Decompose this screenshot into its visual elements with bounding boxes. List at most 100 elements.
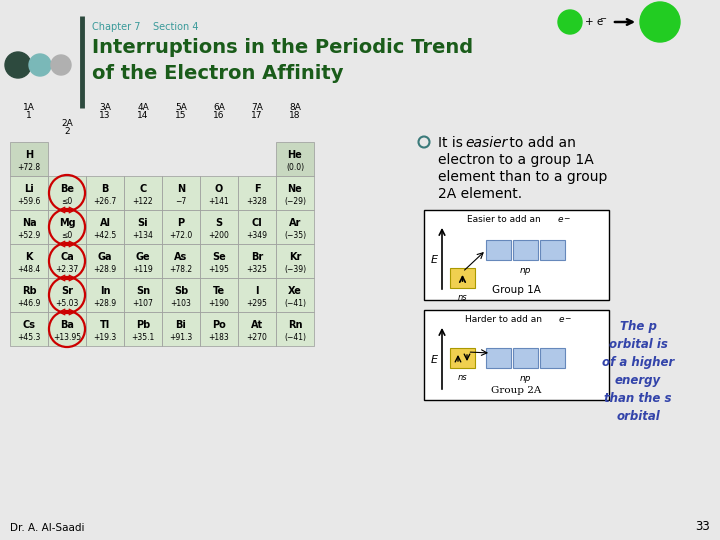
Text: +28.9: +28.9 [94, 265, 117, 274]
Bar [238, 312, 276, 346]
Text: Be: Be [60, 184, 74, 194]
Text: F: F [253, 184, 261, 194]
Text: Sr: Sr [61, 286, 73, 296]
Bar [424, 310, 609, 400]
Text: + e: + e [585, 17, 603, 27]
Bar [238, 210, 276, 244]
Bar [124, 176, 162, 210]
Text: Ba: Ba [60, 320, 74, 330]
Text: Ca: Ca [60, 252, 74, 262]
Text: +26.7: +26.7 [94, 197, 117, 206]
Text: Sb: Sb [174, 286, 188, 296]
Text: 15: 15 [175, 111, 186, 120]
Text: 3A: 3A [99, 103, 111, 112]
Text: Rn: Rn [288, 320, 302, 330]
Circle shape [29, 54, 51, 76]
Text: 2A element.: 2A element. [438, 187, 522, 201]
Bar [10, 244, 48, 278]
Text: Ge: Ge [135, 252, 150, 262]
Text: +270: +270 [246, 333, 267, 342]
Text: C: C [140, 184, 147, 194]
Text: +190: +190 [209, 299, 230, 308]
Text: Dr. A. Al-Saadi: Dr. A. Al-Saadi [10, 523, 84, 533]
Text: +35.1: +35.1 [131, 333, 155, 342]
Text: Sn: Sn [136, 286, 150, 296]
Bar [276, 244, 314, 278]
Text: +46.9: +46.9 [17, 299, 41, 308]
Bar [238, 176, 276, 210]
Bar [124, 312, 162, 346]
Bar [276, 278, 314, 312]
Text: E: E [431, 355, 438, 365]
Text: 2: 2 [64, 127, 70, 136]
Bar [86, 244, 124, 278]
Text: 5A: 5A [175, 103, 187, 112]
Text: 33: 33 [696, 520, 710, 533]
Text: −: − [563, 214, 570, 223]
Bar [162, 312, 200, 346]
Text: +2.37: +2.37 [55, 265, 78, 274]
Text: Cl: Cl [251, 218, 262, 228]
Text: +91.3: +91.3 [169, 333, 193, 342]
Text: +59.6: +59.6 [17, 197, 41, 206]
Bar [86, 210, 124, 244]
Text: B: B [102, 184, 109, 194]
Text: Chapter 7    Section 4: Chapter 7 Section 4 [92, 22, 199, 32]
Text: e: e [557, 215, 563, 224]
Circle shape [640, 2, 680, 42]
Text: S: S [215, 218, 222, 228]
Text: +183: +183 [209, 333, 230, 342]
Text: Interruptions in the Periodic Trend: Interruptions in the Periodic Trend [92, 38, 473, 57]
Circle shape [51, 55, 71, 75]
Text: E: E [431, 255, 438, 265]
Bar [48, 244, 86, 278]
Text: np: np [519, 374, 531, 383]
Text: Te: Te [213, 286, 225, 296]
Text: +45.3: +45.3 [17, 333, 41, 342]
Bar [513, 240, 538, 260]
Text: (−29): (−29) [284, 197, 306, 206]
Text: +295: +295 [246, 299, 267, 308]
Bar [48, 210, 86, 244]
Text: to add an: to add an [505, 136, 576, 150]
Text: element than to a group: element than to a group [438, 170, 608, 184]
Bar [486, 240, 511, 260]
Text: +52.9: +52.9 [17, 231, 40, 240]
Text: Harder to add an: Harder to add an [465, 315, 545, 324]
Text: O: O [215, 184, 223, 194]
Bar [276, 312, 314, 346]
Text: Group 1A: Group 1A [492, 285, 541, 295]
Text: e: e [559, 315, 564, 324]
Bar [162, 210, 200, 244]
Text: 16: 16 [213, 111, 225, 120]
Text: +134: +134 [132, 231, 153, 240]
Text: +19.3: +19.3 [94, 333, 117, 342]
Bar [200, 176, 238, 210]
Bar [238, 278, 276, 312]
Text: The p
orbital is
of a higher
energy
than the s
orbital: The p orbital is of a higher energy than… [602, 320, 674, 423]
Bar [513, 348, 538, 368]
Text: +195: +195 [209, 265, 230, 274]
Text: Br: Br [251, 252, 263, 262]
Bar [540, 348, 565, 368]
Text: Xe: Xe [288, 286, 302, 296]
Text: 14: 14 [138, 111, 149, 120]
Text: +122: +122 [132, 197, 153, 206]
Text: ns: ns [458, 373, 467, 382]
Text: 6A: 6A [213, 103, 225, 112]
Text: of the Electron Affinity: of the Electron Affinity [92, 64, 343, 83]
Text: (−41): (−41) [284, 333, 306, 342]
Text: +28.9: +28.9 [94, 299, 117, 308]
Bar [450, 348, 475, 368]
Text: Ne: Ne [287, 184, 302, 194]
Text: 18: 18 [289, 111, 301, 120]
Text: −7: −7 [176, 197, 186, 206]
Text: Cs: Cs [22, 320, 35, 330]
Bar [48, 312, 86, 346]
Text: +103: +103 [171, 299, 192, 308]
Bar [124, 278, 162, 312]
Text: 2A: 2A [61, 119, 73, 128]
Text: ≤0: ≤0 [61, 197, 73, 206]
Text: N: N [177, 184, 185, 194]
Text: −: − [564, 314, 571, 323]
